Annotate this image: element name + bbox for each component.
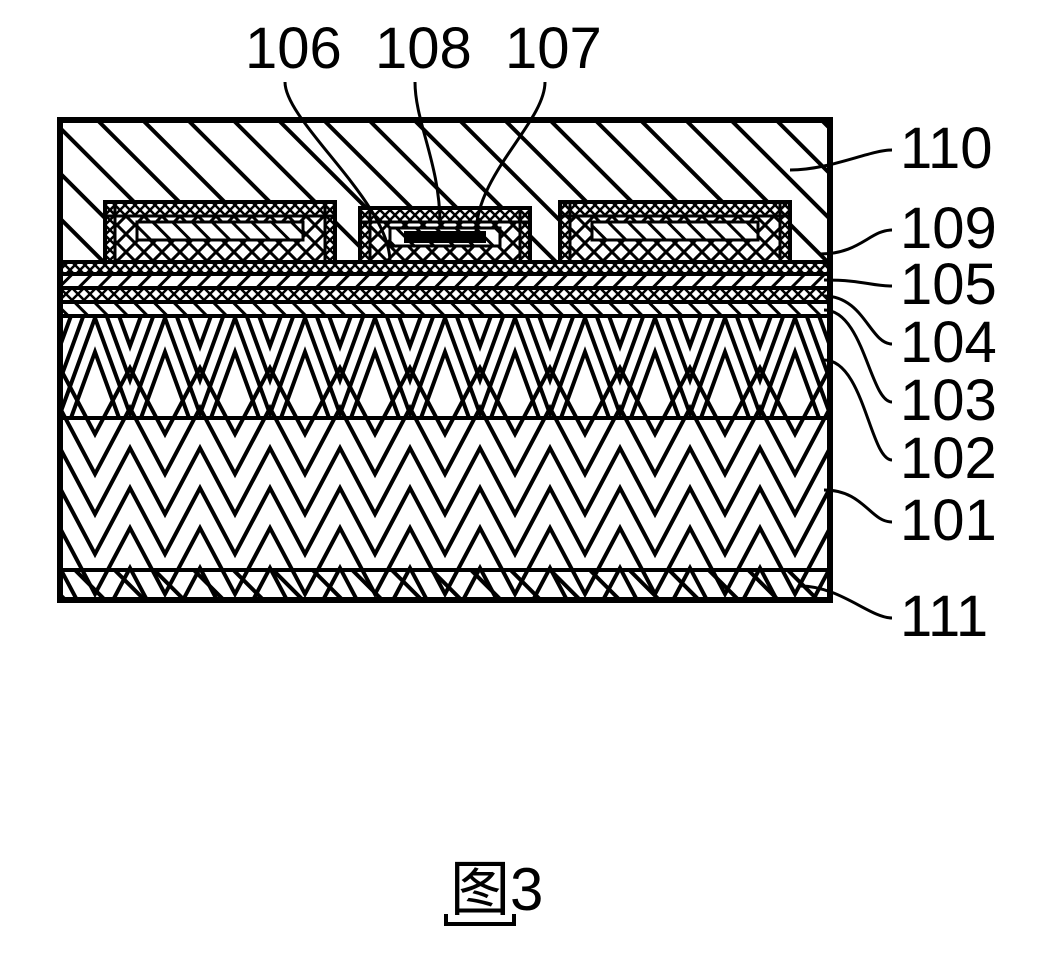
layer-label: 103 (900, 368, 997, 433)
callout-label: 108 (375, 16, 472, 81)
figure-caption: 图3 (450, 856, 543, 923)
layer-label: 101 (900, 488, 997, 553)
layer-label: 110 (900, 116, 992, 181)
callout-label: 107 (505, 16, 602, 81)
callout-label: 106 (245, 16, 342, 81)
layer-label: 111 (900, 584, 988, 649)
layer-label: 102 (900, 426, 997, 491)
layer-label: 104 (900, 310, 997, 375)
layer-label: 105 (900, 252, 997, 317)
